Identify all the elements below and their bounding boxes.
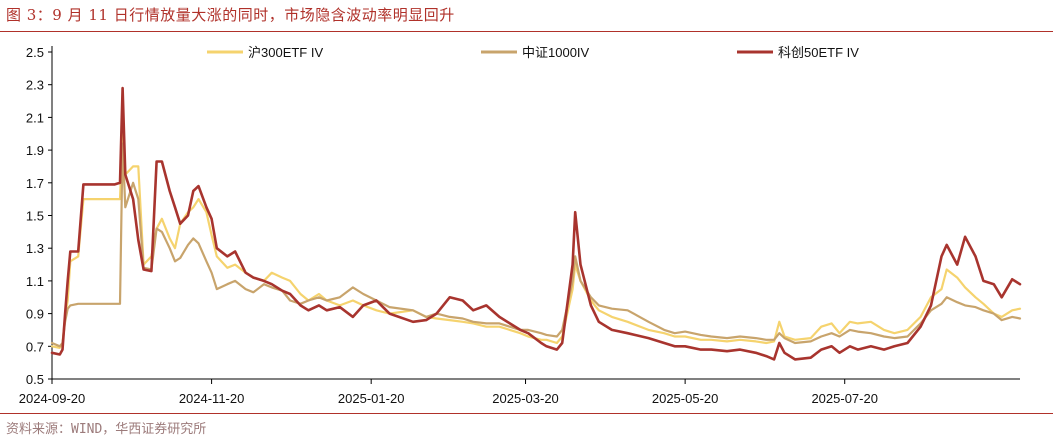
legend-label-2: 中证1000IV xyxy=(522,45,590,60)
x-tick-label: 2025-03-20 xyxy=(492,391,559,406)
legend: 沪300ETF IV 中证1000IV 科创50ETF IV xyxy=(207,45,859,60)
series-line-2 xyxy=(50,142,1022,348)
iv-line-chart: 0.5 0.7 0.9 1.1 1.3 1.5 1.7 1.9 2.1 2.3 2.5 2024-0… xyxy=(19,45,1022,406)
series-group xyxy=(50,86,1022,361)
y-axis: 0.5 0.7 0.9 1.1 1.3 1.5 1.7 1.9 2.1 2.3 2.5 xyxy=(26,45,52,387)
source-note: 资料来源：WIND，华西证券研究所 xyxy=(6,422,207,437)
series-line-3 xyxy=(50,86,1022,361)
x-tick-label: 2024-09-20 xyxy=(19,391,86,406)
y-tick-label: 0.9 xyxy=(26,307,44,322)
y-tick-label: 2.3 xyxy=(26,78,44,93)
plot-area xyxy=(51,46,1020,380)
x-tick-label: 2025-05-20 xyxy=(652,391,719,406)
y-tick-label: 1.7 xyxy=(26,176,44,191)
y-tick-label: 1.1 xyxy=(26,274,44,289)
x-tick-label: 2025-07-20 xyxy=(811,391,878,406)
x-tick-label: 2025-01-20 xyxy=(338,391,405,406)
y-tick-label: 0.5 xyxy=(26,372,44,387)
bottom-rule xyxy=(0,413,1053,414)
y-tick-label: 1.5 xyxy=(26,209,44,224)
legend-label-3: 科创50ETF IV xyxy=(778,45,859,60)
x-axis: 2024-09-20 2024-11-20 2025-01-20 2025-03-20… xyxy=(19,379,878,406)
y-tick-label: 1.9 xyxy=(26,143,44,158)
y-tick-label: 1.3 xyxy=(26,241,44,256)
x-tick-label: 2024-11-20 xyxy=(179,391,245,406)
y-tick-label: 2.1 xyxy=(26,110,44,125)
top-rule xyxy=(0,31,1053,32)
y-tick-label: 2.5 xyxy=(26,45,44,60)
figure-title: 图 3：9 月 11 日行情放量大涨的同时，市场隐含波动率明显回升 xyxy=(6,6,455,24)
legend-label-1: 沪300ETF IV xyxy=(248,45,323,60)
y-tick-label: 0.7 xyxy=(26,339,44,354)
